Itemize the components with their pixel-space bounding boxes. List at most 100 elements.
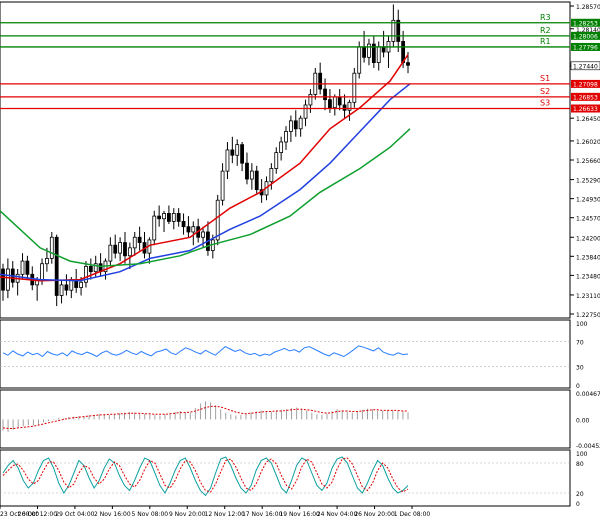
level-label-s1: S1 <box>540 74 550 83</box>
price-axis-label: 1.25290 <box>576 178 600 185</box>
candle-body <box>269 168 274 183</box>
candle-body <box>225 149 230 172</box>
candle-body <box>59 284 64 296</box>
candle-body <box>162 213 166 220</box>
candle-body <box>181 220 186 228</box>
rsi-axis-label: 100 <box>576 321 588 328</box>
candle-body <box>191 226 196 233</box>
candle-body <box>323 88 327 101</box>
stochastic-signal-line <box>2 457 409 493</box>
price-axis-label: 1.22750 <box>576 312 600 319</box>
price-axis-label: 1.24570 <box>576 216 600 223</box>
candle-body <box>220 170 225 201</box>
date-axis-label: 19 Nov 16:00 <box>279 511 320 518</box>
macd-axis-label: 0.004676 <box>576 391 600 398</box>
candle-body <box>367 43 371 58</box>
stochastic-axis-label: 80 <box>576 461 584 468</box>
current-price-tag: 1.27440 <box>573 63 598 70</box>
candle-body <box>328 99 332 109</box>
candle-body <box>176 213 181 222</box>
candle-body <box>93 263 98 273</box>
price-axis-label: 1.26020 <box>576 139 600 146</box>
candle-body <box>88 265 93 273</box>
candle-body <box>137 236 142 243</box>
candle-body <box>25 260 30 275</box>
candle-body <box>298 117 303 130</box>
level-tag-bg <box>571 92 600 101</box>
level-tag-bg <box>571 104 600 113</box>
candle-body <box>254 170 259 191</box>
candle-body <box>49 236 54 259</box>
candle-body <box>79 281 83 288</box>
date-axis-label: 2 Nov 16:00 <box>94 511 131 518</box>
level-tag-value: 1.26853 <box>573 94 598 101</box>
candle-body <box>118 242 123 254</box>
candle-body <box>215 199 220 241</box>
candle-body <box>284 131 288 143</box>
candle-body <box>1 268 5 291</box>
macd-frame <box>0 389 571 449</box>
candle-body <box>152 215 157 241</box>
candle-body <box>376 46 381 64</box>
candle-body <box>108 244 113 262</box>
rsi-axis-label: 70 <box>576 340 584 347</box>
candle-body <box>347 101 352 111</box>
level-label-r3: R3 <box>540 13 551 22</box>
candle-body <box>127 247 132 257</box>
level-tag-value: 1.26633 <box>573 106 598 113</box>
date-axis-label: 29 Oct 04:00 <box>55 511 94 518</box>
candle-body <box>40 263 44 281</box>
rsi-panel: 100 70 30 0 <box>0 319 588 390</box>
price-axis-label: 1.25660 <box>576 158 600 165</box>
candle-body <box>396 19 401 42</box>
date-axis-label: 17 Nov 16:00 <box>242 511 283 518</box>
candle-body <box>293 120 298 130</box>
candle-body <box>303 104 308 119</box>
macd-axis-label: -0.004524 <box>576 443 600 450</box>
rsi-line <box>2 345 409 358</box>
candle-body <box>54 236 59 296</box>
candle-body <box>371 43 376 64</box>
candle-body <box>249 170 254 180</box>
stochastic-main-line <box>2 456 409 497</box>
candle-body <box>64 284 69 291</box>
price-axis-label: 1.24930 <box>576 197 600 204</box>
stochastic-axis-label: 100 <box>576 451 588 458</box>
candle-body <box>167 213 171 222</box>
candle-body <box>288 120 293 132</box>
level-tag-bg <box>571 18 600 27</box>
rsi-axis-label: 30 <box>576 364 584 371</box>
macd-axis-label: 0.00 <box>576 417 590 424</box>
candle-body <box>352 72 357 103</box>
candle-body <box>332 96 337 109</box>
moving-average-line <box>0 83 411 282</box>
level-label-r2: R2 <box>540 26 551 35</box>
price-axis-label: 1.24200 <box>576 235 600 242</box>
level-tag-value: 1.27796 <box>573 44 598 51</box>
stochastic-axis-label: 0 <box>576 501 580 508</box>
date-axis-label: 23 Oct 00:00 <box>0 511 39 518</box>
candle-body <box>5 268 10 291</box>
price-axis-label: 1.23840 <box>576 254 600 261</box>
price-axis-label: 1.28140 <box>576 27 600 34</box>
price-axis-label: 1.28570 <box>576 4 600 11</box>
date-axis-label: 12 Nov 12:00 <box>205 511 246 518</box>
candle-body <box>230 149 235 156</box>
price-axis-label: 1.23110 <box>576 293 600 300</box>
candle-body <box>357 46 362 74</box>
candle-body <box>123 242 127 257</box>
candle-body <box>235 144 240 156</box>
candle-body <box>342 104 347 111</box>
candle-body <box>84 265 88 283</box>
level-tag-value: 1.27098 <box>573 81 598 88</box>
candle-body <box>406 62 410 66</box>
candle-body <box>45 258 49 265</box>
candle-body <box>157 215 162 220</box>
candle-body <box>337 96 342 106</box>
current-price-tag-bg <box>570 61 600 71</box>
moving-average-line <box>0 128 411 268</box>
candle-body <box>186 226 191 233</box>
rsi-axis-label: 0 <box>576 383 580 390</box>
candle-body <box>171 213 176 222</box>
